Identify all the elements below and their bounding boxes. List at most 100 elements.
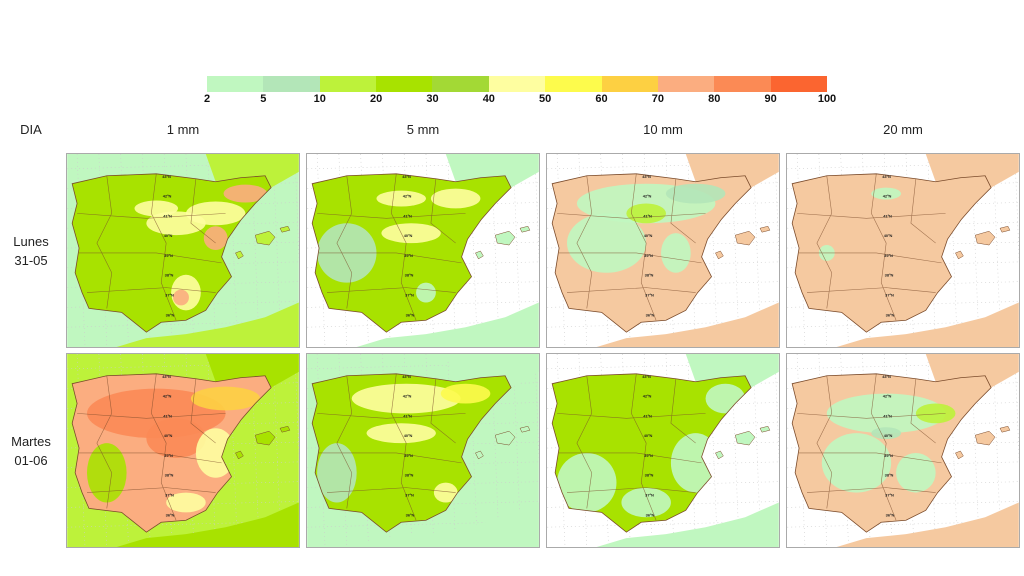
- north-africa: [356, 302, 539, 347]
- svg-text:38ºN: 38ºN: [165, 273, 174, 278]
- svg-text:41ºN: 41ºN: [403, 413, 412, 418]
- colorbar-tick-labels: 2 5 10 20 30 40 50 60 70 80 90 100: [203, 93, 836, 107]
- precip-area: [166, 492, 206, 513]
- row-date: 31-05: [14, 253, 48, 268]
- balearic-islands: [955, 225, 1011, 260]
- svg-text:36ºN: 36ºN: [646, 312, 655, 317]
- column-header-20mm: 20 mm: [883, 122, 923, 137]
- precip-area: [317, 443, 357, 503]
- precip-area: [826, 393, 946, 434]
- svg-text:39ºN: 39ºN: [164, 253, 173, 258]
- day-column-header: DIA: [20, 122, 42, 137]
- svg-text:37ºN: 37ºN: [645, 493, 654, 498]
- svg-text:43ºN: 43ºN: [642, 374, 651, 379]
- precip-area: [203, 226, 228, 251]
- balearic-islands: [715, 225, 771, 260]
- row-date: 01-06: [14, 453, 48, 468]
- svg-text:36ºN: 36ºN: [406, 512, 415, 517]
- precip-area: [351, 383, 461, 414]
- balearic-islands: [235, 425, 291, 460]
- precip-area: [416, 282, 436, 303]
- svg-text:39ºN: 39ºN: [884, 453, 893, 458]
- colorbar-tick: 40: [482, 93, 495, 105]
- precip-area: [433, 482, 458, 503]
- row-header-martes: Martes 01-06: [0, 432, 62, 470]
- precip-area: [376, 190, 426, 207]
- colorbar-segment: [770, 76, 827, 92]
- balearic-islands: [475, 425, 531, 460]
- svg-text:43ºN: 43ºN: [642, 174, 651, 179]
- precip-area: [871, 427, 902, 440]
- precip-area: [661, 233, 691, 273]
- svg-text:40ºN: 40ºN: [164, 233, 173, 238]
- precip-area: [915, 403, 956, 424]
- svg-text:40ºN: 40ºN: [884, 433, 893, 438]
- precip-area: [665, 183, 726, 204]
- svg-text:43ºN: 43ºN: [882, 374, 891, 379]
- svg-text:36ºN: 36ºN: [886, 512, 895, 517]
- svg-text:41ºN: 41ºN: [643, 413, 652, 418]
- svg-text:40ºN: 40ºN: [644, 433, 653, 438]
- precip-area: [566, 213, 647, 273]
- precipitation-map: 43ºN 42ºN 41ºN 40ºN 39ºN 38ºN 37ºN 36ºN: [547, 154, 779, 347]
- svg-text:36ºN: 36ºN: [406, 312, 415, 317]
- colorbar-tick: 5: [260, 93, 267, 105]
- svg-text:41ºN: 41ºN: [403, 213, 412, 218]
- svg-text:41ºN: 41ºN: [163, 413, 172, 418]
- svg-text:43ºN: 43ºN: [402, 174, 411, 179]
- precipitation-map: 43ºN 42ºN 41ºN 40ºN 39ºN 38ºN 37ºN 36ºN: [67, 354, 299, 547]
- svg-text:37ºN: 37ºN: [405, 293, 414, 298]
- column-header-5mm: 5 mm: [406, 122, 440, 137]
- svg-text:43ºN: 43ºN: [402, 374, 411, 379]
- colorbar-segment: [488, 76, 546, 92]
- colorbar-segment: [714, 76, 771, 92]
- svg-text:37ºN: 37ºN: [885, 293, 894, 298]
- colorbar-tick: 90: [764, 93, 777, 105]
- row-header-lunes: Lunes 31-05: [0, 232, 62, 270]
- svg-text:40ºN: 40ºN: [164, 433, 173, 438]
- svg-text:38ºN: 38ºN: [405, 273, 414, 278]
- svg-text:39ºN: 39ºN: [644, 453, 653, 458]
- colorbar-segment: [432, 76, 489, 92]
- north-africa: [596, 502, 779, 547]
- map-lunes-10mm: 43ºN 42ºN 41ºN 40ºN 39ºN 38ºN 37ºN 36ºN: [546, 153, 780, 348]
- precip-area: [440, 383, 491, 404]
- precip-area: [896, 452, 936, 493]
- colorbar-tick: 70: [651, 93, 665, 105]
- svg-text:41ºN: 41ºN: [883, 213, 892, 218]
- svg-text:37ºN: 37ºN: [405, 493, 414, 498]
- precip-area: [871, 187, 902, 200]
- north-africa: [356, 502, 539, 547]
- svg-text:38ºN: 38ºN: [645, 473, 654, 478]
- map-martes-5mm: 43ºN 42ºN 41ºN 40ºN 39ºN 38ºN 37ºN 36ºN: [306, 353, 540, 548]
- precipitation-map: 43ºN 42ºN 41ºN 40ºN 39ºN 38ºN 37ºN 36ºN: [547, 354, 779, 547]
- svg-text:40ºN: 40ºN: [884, 233, 893, 238]
- svg-text:38ºN: 38ºN: [645, 273, 654, 278]
- colorbar-segment: [319, 76, 377, 92]
- colorbar-tick: 2: [203, 93, 211, 105]
- colorbar-tick: 80: [708, 93, 721, 105]
- svg-text:37ºN: 37ºN: [885, 493, 894, 498]
- svg-text:43ºN: 43ºN: [882, 174, 891, 179]
- svg-text:36ºN: 36ºN: [886, 312, 895, 317]
- colorbar-tick: 50: [539, 93, 552, 105]
- svg-text:37ºN: 37ºN: [165, 293, 174, 298]
- north-africa: [116, 502, 299, 547]
- svg-text:39ºN: 39ºN: [164, 453, 173, 458]
- svg-text:39ºN: 39ºN: [644, 253, 653, 258]
- precip-area: [86, 443, 127, 503]
- map-martes-20mm: 43ºN 42ºN 41ºN 40ºN 39ºN 38ºN 37ºN 36ºN: [786, 353, 1020, 548]
- svg-text:36ºN: 36ºN: [166, 312, 175, 317]
- svg-text:42ºN: 42ºN: [883, 394, 892, 399]
- svg-text:39ºN: 39ºN: [404, 453, 413, 458]
- north-africa: [596, 302, 779, 347]
- colorbar-tick: 30: [426, 93, 439, 105]
- north-africa: [116, 302, 299, 347]
- colorbar-tick: 20: [369, 93, 383, 105]
- balearic-islands: [475, 225, 531, 260]
- map-martes-1mm: 43ºN 42ºN 41ºN 40ºN 39ºN 38ºN 37ºN 36ºN: [66, 353, 300, 548]
- precip-area: [146, 418, 206, 458]
- colorbar-segment: [601, 76, 658, 92]
- precip-area: [430, 188, 481, 209]
- colorbar-segment: [376, 76, 433, 92]
